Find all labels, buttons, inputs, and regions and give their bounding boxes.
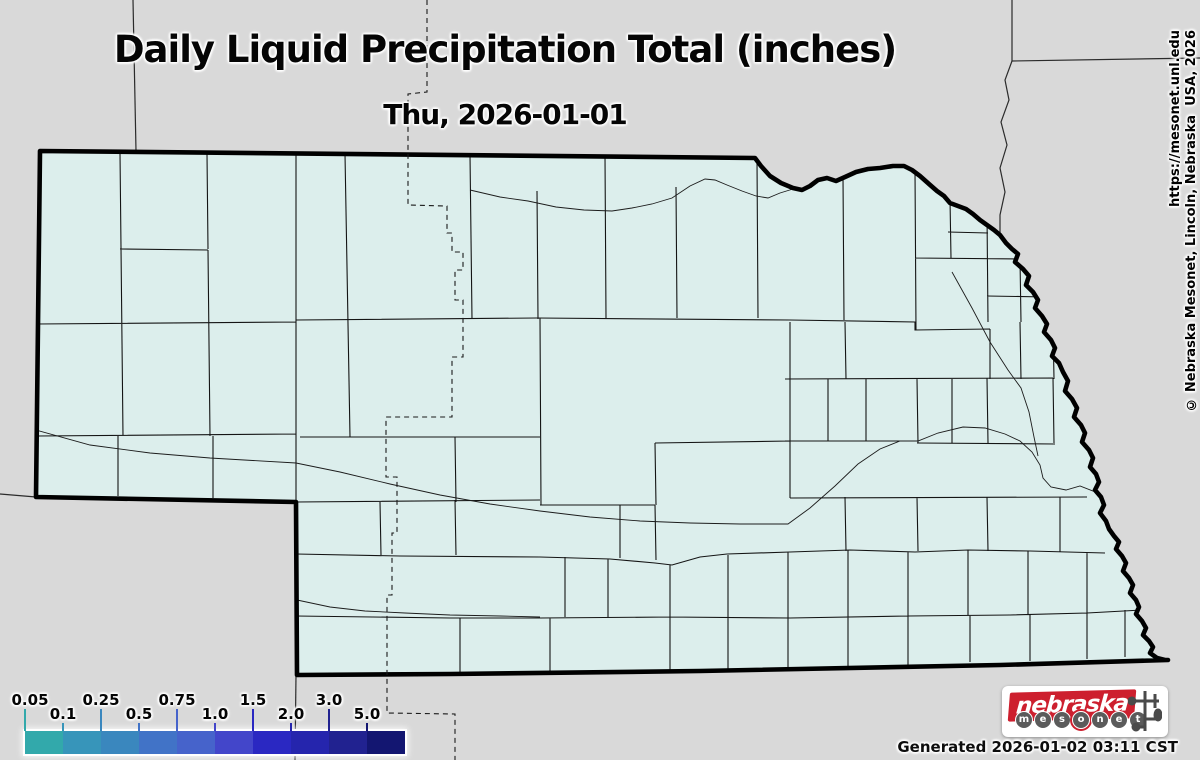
legend-color-segment bbox=[367, 731, 405, 754]
legend-tick bbox=[24, 709, 26, 731]
republican-river bbox=[296, 599, 541, 618]
legend-tick bbox=[100, 709, 102, 731]
legend-tick bbox=[290, 723, 292, 731]
logo-letter-circle: e bbox=[1110, 711, 1128, 729]
elkhorn-river bbox=[951, 271, 1039, 457]
big-sioux-river bbox=[999, 60, 1013, 233]
legend-tick bbox=[62, 723, 64, 731]
legend-label: 5.0 bbox=[353, 705, 381, 723]
precip-color-legend: 0.05 0.1 0.25 0.5 0.75 1.0 1.5 2.0 3.0 5.0 bbox=[0, 0, 430, 756]
legend-color-segment bbox=[177, 731, 215, 754]
legend-label: 0.1 bbox=[49, 705, 77, 723]
legend-label: 3.0 bbox=[315, 691, 343, 709]
rivers bbox=[36, 178, 1102, 618]
legend-color-segment bbox=[329, 731, 367, 754]
timezone-boundary bbox=[385, 0, 464, 760]
logo-letter-circle: n bbox=[1091, 711, 1109, 729]
copyright-text: © Nebraska Mesonet, Lincoln, Nebraska US… bbox=[1184, 30, 1199, 412]
platte-river bbox=[36, 426, 1102, 525]
legend-color-segment bbox=[25, 731, 63, 754]
legend-tick bbox=[138, 723, 140, 731]
legend-label: 0.05 bbox=[11, 691, 49, 709]
legend-label: 2.0 bbox=[277, 705, 305, 723]
mesonet-url: https://mesonet.unl.edu bbox=[1168, 30, 1183, 207]
page-title: Daily Liquid Precipitation Total (inches… bbox=[113, 28, 897, 71]
legend-color-segment bbox=[139, 731, 177, 754]
legend-label: 1.0 bbox=[201, 705, 229, 723]
legend-label: 0.25 bbox=[82, 691, 120, 709]
legend-tick bbox=[328, 709, 330, 731]
legend-color-segment bbox=[215, 731, 253, 754]
niobrara-river bbox=[469, 178, 794, 212]
legend-tick bbox=[366, 723, 368, 731]
logo-letter-circle: s bbox=[1053, 711, 1071, 729]
wyoming-southdakota-border bbox=[132, 0, 137, 152]
legend-color-segment bbox=[253, 731, 291, 754]
wyoming-colorado-border bbox=[0, 493, 37, 498]
logo-letter-circle: m bbox=[1015, 711, 1033, 729]
weather-station-icon bbox=[1128, 691, 1162, 732]
legend-tick bbox=[214, 723, 216, 731]
legend-tick bbox=[176, 709, 178, 731]
nebraska-state-border bbox=[33, 148, 1171, 678]
generated-timestamp: Generated 2026-01-02 03:11 CST bbox=[897, 738, 1178, 756]
legend-colorbar bbox=[23, 729, 407, 756]
legend-color-segment bbox=[291, 731, 329, 754]
logo-letter-circle: e bbox=[1034, 711, 1052, 729]
legend-tick bbox=[252, 709, 254, 731]
logo-letter-circle: o bbox=[1072, 711, 1090, 729]
legend-label: 1.5 bbox=[239, 691, 267, 709]
legend-color-segment bbox=[101, 731, 139, 754]
legend-label: 0.75 bbox=[158, 691, 196, 709]
legend-label: 0.5 bbox=[125, 705, 153, 723]
page-subtitle: Thu, 2026-01-01 bbox=[383, 98, 627, 131]
legend-color-segment bbox=[63, 731, 101, 754]
nebraska-state-shape bbox=[36, 151, 1168, 675]
